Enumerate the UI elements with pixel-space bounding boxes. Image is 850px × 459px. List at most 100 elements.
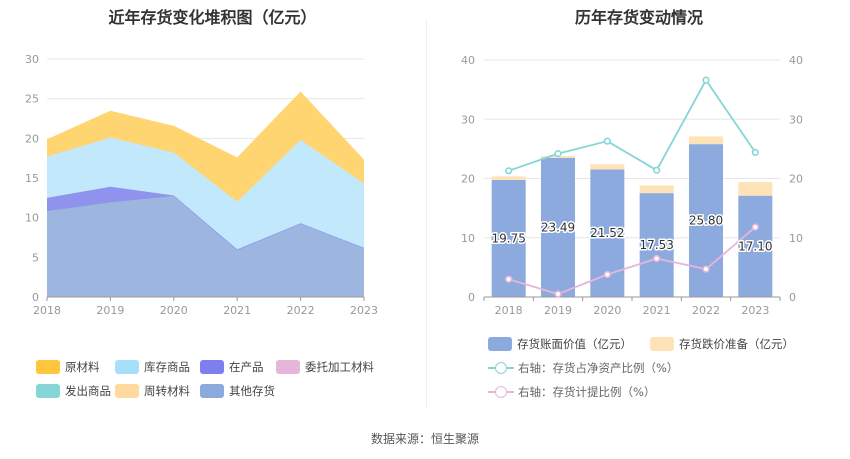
y2-tick-label: 0: [789, 291, 796, 304]
x-tick-label: 2023: [741, 304, 769, 317]
inventory-change-chart-panel: 历年存货变动情况 0 10 20 30 40 0 10 20 30 40 2018 2019 2020 2…: [428, 0, 850, 410]
y2-tick-label: 40: [789, 54, 803, 67]
legend-item-存货跌价准备（亿元）[interactable]: 存货跌价准备（亿元）: [650, 336, 794, 352]
line-point: [603, 270, 611, 279]
y-tick-label: 30: [461, 113, 475, 126]
legend-label: 周转材料: [144, 384, 190, 398]
y2-tick-label: 20: [789, 173, 803, 186]
legend-item-发出商品[interactable]: 发出商品: [36, 383, 111, 399]
legend-label: 存货账面价值（亿元）: [517, 337, 632, 351]
left-chart-title: 近年存货变化堆积图（亿元）: [108, 8, 317, 27]
legend-label: 右轴：存货占净资产比例（%）: [518, 361, 679, 375]
legend-label: 委托加工材料: [305, 360, 374, 374]
legend-line-symbol: [488, 361, 514, 375]
legend-item-右轴：存货占净资产比例（%）[interactable]: 右轴：存货占净资产比例（%）: [488, 360, 678, 376]
legend-swatch: [115, 384, 139, 398]
x-tick-label: 2020: [160, 304, 188, 317]
line-point: [603, 137, 611, 145]
area-原材料: [47, 92, 364, 202]
legend-item-右轴：存货计提比例（%）[interactable]: 右轴：存货计提比例（%）: [488, 384, 655, 400]
y-tick-label: 20: [25, 132, 39, 145]
line-point: [554, 150, 562, 158]
bar-value-label: 17.10: [738, 239, 772, 253]
legend-swatch: [200, 360, 224, 374]
legend-label: 右轴：存货计提比例（%）: [518, 385, 656, 399]
x-tick-label: 2019: [96, 304, 124, 317]
legend-swatch: [115, 360, 139, 374]
line-point: [702, 76, 710, 84]
y2-tick-label: 10: [789, 232, 803, 245]
y-tick-label: 15: [25, 172, 39, 185]
legend-label: 原材料: [65, 360, 100, 374]
area-edge-原材料: [46, 91, 365, 161]
line-point: [751, 223, 759, 231]
legend-swatch: [36, 384, 60, 398]
legend-item-在产品[interactable]: 在产品: [200, 359, 264, 375]
y-tick-label: 5: [32, 251, 39, 264]
area-其他存货: [47, 195, 364, 297]
x-tick-label: 2018: [495, 304, 523, 317]
bar-value-label: 17.53: [639, 238, 673, 252]
stacked-area-chart-panel: 近年存货变化堆积图（亿元） 0 5 10 15 20 25 30 2018 2019 2020 20…: [0, 0, 425, 410]
panel-divider: [426, 20, 427, 408]
bar-存货账面价值（亿元）: [738, 195, 773, 297]
bar-value-label: 23.49: [541, 220, 575, 234]
x-tick-label: 2018: [33, 304, 61, 317]
line-point: [505, 167, 513, 175]
bar-存货跌价准备（亿元）: [491, 176, 526, 180]
bar-存货账面价值（亿元）: [541, 157, 575, 297]
legend-item-原材料[interactable]: 原材料: [36, 359, 100, 375]
bar-value-label: 25.80: [689, 214, 723, 228]
legend-item-其他存货[interactable]: 其他存货: [200, 383, 275, 399]
legend-label: 存货跌价准备（亿元）: [679, 337, 794, 351]
line-point: [702, 265, 710, 273]
x-tick-label: 2020: [593, 304, 621, 317]
legend-line-symbol: [488, 385, 514, 399]
legend-label: 其他存货: [229, 384, 275, 398]
bar-value-label: 21.52: [590, 226, 624, 240]
legend-item-周转材料[interactable]: 周转材料: [115, 383, 190, 399]
bar-存货跌价准备（亿元）: [738, 182, 773, 196]
y-tick-label: 0: [32, 291, 39, 304]
legend-swatch: [650, 337, 674, 351]
x-tick-label: 2023: [350, 304, 378, 317]
stacked-area-chart: 0 5 10 15 20 25 30 2018 2019 2020 2021 2022 2023: [25, 53, 378, 317]
legend-swatch: [200, 384, 224, 398]
bar-存货跌价准备（亿元）: [590, 164, 625, 170]
line-point: [505, 275, 513, 283]
data-source-note: 数据来源：恒生聚源: [370, 432, 479, 446]
bar-value-label: 19.75: [491, 231, 525, 245]
legend-item-存货账面价值（亿元）[interactable]: 存货账面价值（亿元）: [488, 336, 632, 352]
legend-item-委托加工材料[interactable]: 委托加工材料: [276, 359, 374, 375]
line-point: [653, 254, 661, 263]
area-在产品: [47, 186, 364, 250]
line-point: [653, 166, 661, 174]
y-tick-label: 25: [25, 93, 39, 106]
y-tick-label: 40: [461, 54, 475, 67]
line-point: [554, 290, 562, 298]
line-右轴：存货计提比例（%）: [508, 226, 756, 295]
bar-存货跌价准备（亿元）: [689, 136, 723, 145]
legend-label: 发出商品: [65, 384, 111, 398]
legend-label: 在产品: [229, 360, 264, 374]
bar-存货跌价准备（亿元）: [639, 185, 674, 194]
x-tick-label: 2021: [223, 304, 251, 317]
line-point: [751, 148, 759, 157]
legend-item-库存商品[interactable]: 库存商品: [115, 359, 190, 375]
y-tick-label: 20: [461, 173, 475, 186]
bar-存货账面价值（亿元）: [639, 193, 674, 297]
legend-swatch: [488, 337, 512, 351]
legend-swatch: [36, 360, 60, 374]
right-chart-title: 历年存货变动情况: [574, 8, 703, 27]
y-tick-label: 10: [25, 212, 39, 225]
y-tick-label: 30: [25, 53, 39, 66]
x-tick-label: 2021: [643, 304, 671, 317]
y-tick-label: 10: [461, 232, 475, 245]
legend-label: 库存商品: [144, 360, 190, 374]
x-tick-label: 2019: [544, 304, 572, 317]
bar-line-combo-chart: 0 10 20 30 40 0 10 20 30 40 2018 2019 2020 2021 2022 20…: [461, 54, 803, 317]
area-库存商品: [47, 137, 364, 250]
line-右轴：存货占净资产比例（%）: [508, 78, 757, 172]
x-tick-label: 2022: [692, 304, 720, 317]
y2-tick-label: 30: [789, 113, 803, 126]
